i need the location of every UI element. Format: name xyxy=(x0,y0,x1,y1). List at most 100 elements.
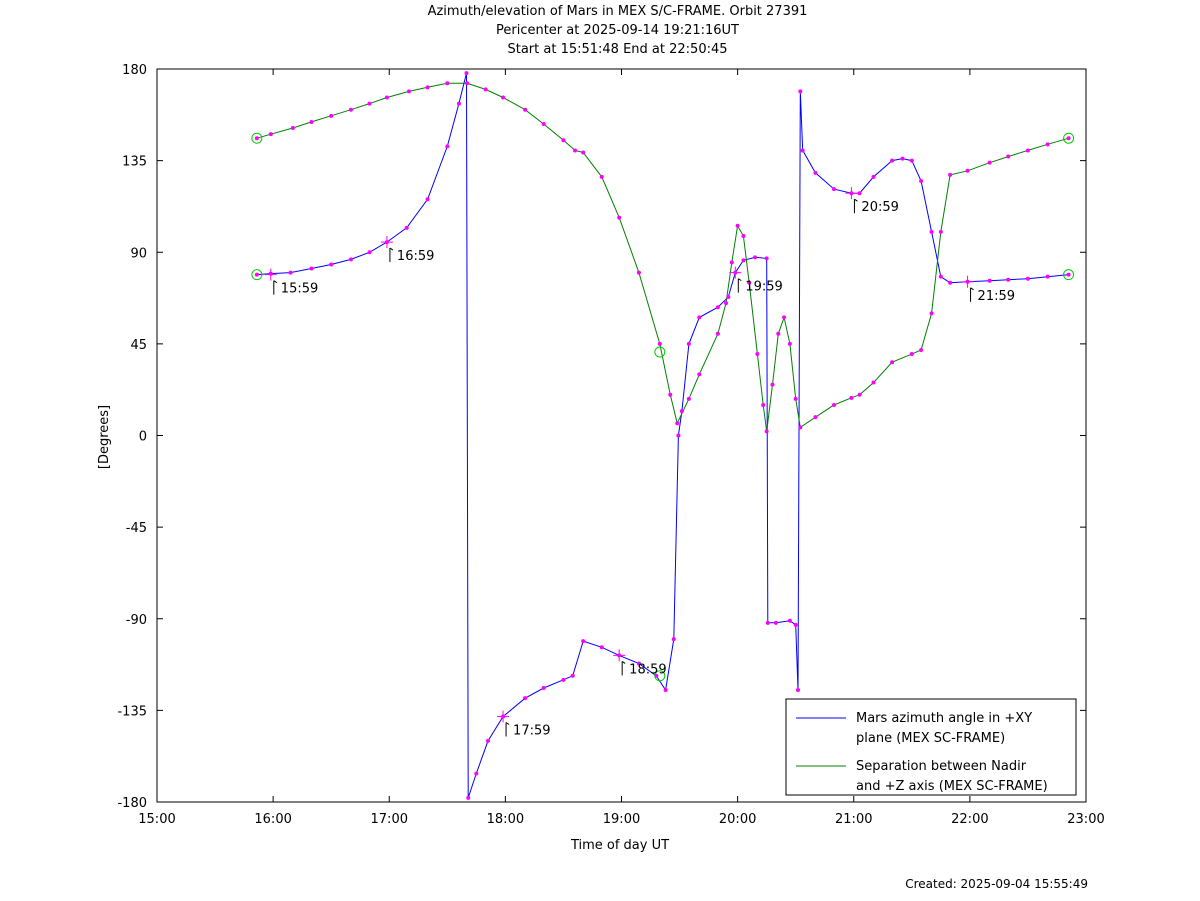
data-point xyxy=(254,136,259,141)
data-point xyxy=(793,622,798,627)
created-timestamp: Created: 2025-09-04 15:55:49 xyxy=(905,877,1088,891)
data-point xyxy=(765,620,770,625)
data-point xyxy=(581,150,586,155)
data-point xyxy=(776,331,781,336)
data-point xyxy=(909,352,914,357)
data-point xyxy=(798,425,803,430)
annotation-layer: 15:59 16:59 17:59 18:59 19:59 20:59 21:59 xyxy=(264,187,1015,738)
data-point xyxy=(724,301,729,306)
data-point xyxy=(764,429,769,434)
data-point xyxy=(425,197,430,202)
data-point xyxy=(599,174,604,179)
data-point xyxy=(466,795,471,800)
data-point xyxy=(288,270,293,275)
data-point xyxy=(909,158,914,163)
data-point xyxy=(871,380,876,385)
data-point xyxy=(782,315,787,320)
annotation-label: 20:59 xyxy=(861,200,898,215)
marker-layer xyxy=(251,71,1075,800)
x-tick-label: 23:00 xyxy=(1067,812,1104,827)
legend-label-2: Separation between Nadir xyxy=(856,759,1027,774)
data-point xyxy=(290,126,295,131)
x-tick-label: 19:00 xyxy=(603,812,640,827)
data-point xyxy=(474,771,479,776)
legend-label-1: plane (MEX SC-FRAME) xyxy=(856,731,1005,746)
endpoint-marker xyxy=(251,132,263,144)
data-point xyxy=(636,270,641,275)
data-point xyxy=(787,618,792,623)
data-point xyxy=(715,305,720,310)
y-tick-label: -180 xyxy=(117,796,147,811)
data-point xyxy=(599,645,604,650)
pericenter-line: Pericenter at 2025-09-14 19:21:16UT xyxy=(495,23,739,38)
annotation-label: 21:59 xyxy=(978,289,1015,304)
legend-box xyxy=(785,698,1077,796)
x-tick-label: 20:00 xyxy=(719,812,756,827)
data-point xyxy=(268,132,273,137)
data-point xyxy=(890,158,895,163)
x-axis-label: Time of day UT xyxy=(570,838,669,853)
data-point xyxy=(348,257,353,262)
x-tick-label: 21:00 xyxy=(835,812,872,827)
data-point xyxy=(857,191,862,196)
y-tick-label: -45 xyxy=(126,521,147,536)
data-point xyxy=(329,113,334,118)
data-point xyxy=(729,260,734,265)
annotation-label: 19:59 xyxy=(745,280,782,295)
data-point xyxy=(671,637,676,642)
legend: Mars azimuth angle in +XY plane (MEX SC-F… xyxy=(785,698,1077,796)
data-point xyxy=(541,685,546,690)
data-point xyxy=(832,187,837,192)
data-point xyxy=(456,101,461,106)
data-point xyxy=(663,688,668,693)
x-tick-label: 18:00 xyxy=(487,812,524,827)
axis-ticks: 15:00 16:00 17:00 18:00 19:00 20:00 21:00 22:00… xyxy=(117,63,1104,827)
data-point xyxy=(367,101,372,106)
y-tick-label: 0 xyxy=(139,430,147,445)
data-point xyxy=(686,396,691,401)
data-point xyxy=(773,620,778,625)
data-point xyxy=(764,256,769,261)
y-tick-label: -135 xyxy=(117,704,147,719)
data-point xyxy=(465,81,470,86)
series-line-1 xyxy=(256,72,1069,799)
data-point xyxy=(747,280,752,285)
data-point xyxy=(1045,274,1050,279)
data-point xyxy=(755,352,760,357)
x-tick-label: 15:00 xyxy=(138,812,175,827)
data-point xyxy=(1066,136,1071,141)
data-point xyxy=(929,229,934,234)
data-point xyxy=(501,95,506,100)
x-tick-label: 22:00 xyxy=(951,812,988,827)
x-tick-label: 16:00 xyxy=(254,812,291,827)
legend-label-1: Mars azimuth angle in +XY xyxy=(856,711,1032,726)
endpoint-marker xyxy=(1063,132,1075,144)
annotation-tick-hook xyxy=(970,287,974,291)
data-point xyxy=(900,156,905,161)
data-point xyxy=(761,402,766,407)
data-point xyxy=(636,661,641,666)
data-point xyxy=(929,311,934,316)
data-point xyxy=(770,382,775,387)
data-point xyxy=(813,170,818,175)
data-point xyxy=(573,148,578,153)
data-point xyxy=(348,107,353,112)
data-point xyxy=(561,138,566,143)
data-point xyxy=(668,392,673,397)
data-point xyxy=(367,250,372,255)
data-point xyxy=(1006,277,1011,282)
annotation-tick-hook xyxy=(854,198,858,202)
annotation-tick-hook xyxy=(738,278,742,282)
data-point xyxy=(425,85,430,90)
endpoint-marker xyxy=(654,670,666,682)
data-point xyxy=(796,688,801,693)
data-point xyxy=(309,266,314,271)
data-point xyxy=(1025,276,1030,281)
data-point xyxy=(676,433,681,438)
data-point xyxy=(581,639,586,644)
data-point xyxy=(965,168,970,173)
data-point xyxy=(485,738,490,743)
annotation-label: 15:59 xyxy=(281,282,318,297)
data-point xyxy=(697,372,702,377)
